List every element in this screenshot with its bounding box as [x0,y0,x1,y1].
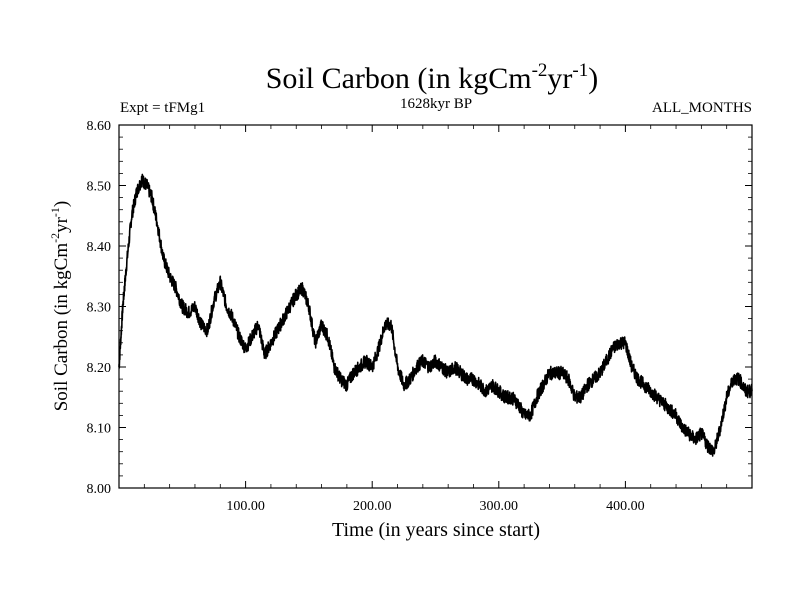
y-tick-label: 8.60 [87,119,112,134]
x-axis-label: Time (in years since start) [332,519,540,541]
chart-title-sup2: -1 [572,60,588,81]
y-tick-label: 8.50 [87,180,112,195]
y-tick-label: 8.30 [87,301,112,316]
y-tick-label: 8.10 [87,422,112,437]
y-axis-label-sup1: -2 [48,233,62,243]
x-tick-label: 100.00 [226,499,265,514]
y-axis-label-end: ) [51,201,72,207]
y-axis-label-mid: yr [51,216,72,233]
x-tick-label: 400.00 [606,499,645,514]
series-line-soil-carbon [118,173,753,457]
chart-title-end: ) [588,62,598,95]
y-tick-label: 8.20 [87,361,112,376]
y-axis: 8.00 8.10 8.20 8.30 8.40 8.50 8.60 [87,119,752,497]
chart-title-sup1: -2 [532,60,548,81]
chart-title: Soil Carbon (in kgCm-2yr-1) [266,60,599,95]
x-axis: 100.00 200.00 300.00 400.00 [143,125,728,514]
y-axis-label-sup2: -1 [48,207,62,217]
y-tick-label: 8.40 [87,240,112,255]
series-layer [118,173,753,457]
center-subtitle: 1628kyr BP [400,96,472,112]
chart-title-main: Soil Carbon (in kgCm [266,62,532,95]
y-axis-label: Soil Carbon (in kgCm-2yr-1) [48,201,72,412]
right-subtitle: ALL_MONTHS [652,100,752,116]
x-tick-label: 300.00 [480,499,519,514]
x-tick-label: 200.00 [353,499,392,514]
left-subtitle: Expt = tFMg1 [120,100,205,116]
chart-title-mid: yr [547,62,572,95]
y-axis-label-main: Soil Carbon (in kgCm [51,243,72,412]
y-tick-label: 8.00 [87,482,112,497]
